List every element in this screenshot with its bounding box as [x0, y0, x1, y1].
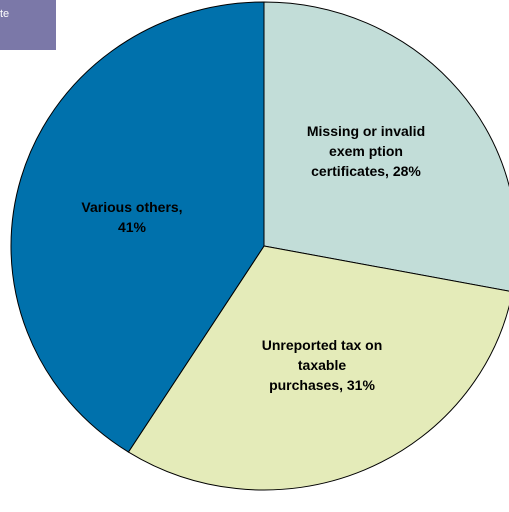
- pie-slice-2: [127, 245, 509, 491]
- slice-label-line: taxable: [298, 357, 346, 373]
- slice-label-line: 41%: [118, 219, 147, 235]
- pie-slices: [10, 1, 509, 491]
- pie-slice-3: [10, 1, 265, 453]
- slice-label-3: Various others, 41%: [81, 199, 182, 235]
- slice-label-line: certificates, 28%: [311, 163, 421, 179]
- corner-label-text: te: [0, 8, 10, 20]
- slice-label-2: Unreported tax on taxable purchases, 31%: [262, 337, 383, 393]
- slice-label-line: Missing or invalid: [307, 123, 425, 139]
- slice-label-line: purchases, 31%: [269, 377, 375, 393]
- slice-label-line: Unreported tax on: [262, 337, 383, 353]
- pie-labels: Missing or invalid exem ption certificates…: [81, 123, 425, 393]
- slice-label-line: exem ption: [329, 143, 403, 159]
- corner-label-box: te: [0, 0, 56, 50]
- slice-label-1: Missing or invalid exem ption certificates…: [307, 123, 425, 179]
- slice-label-line: Various others,: [81, 199, 182, 215]
- pie-slice-1: [263, 1, 509, 292]
